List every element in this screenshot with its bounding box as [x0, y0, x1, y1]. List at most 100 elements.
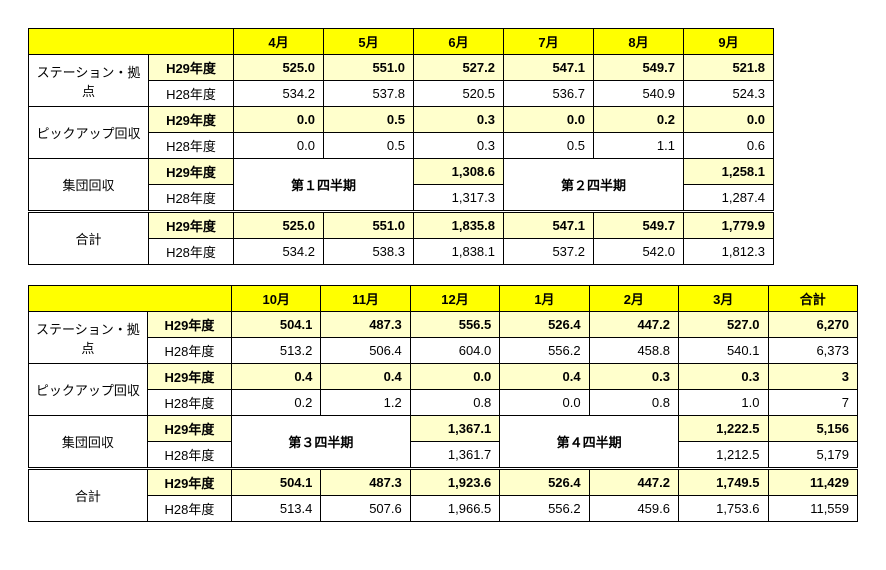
year-h29: H29年度: [147, 312, 231, 338]
col-month: 4月: [234, 29, 324, 55]
cell: 1,287.4: [684, 185, 774, 212]
year-h28: H28年度: [149, 185, 234, 212]
col-month: 12月: [410, 286, 500, 312]
row-station: ステーション・拠点: [29, 55, 149, 107]
cell: 0.0: [234, 107, 324, 133]
cell: 0.0: [684, 107, 774, 133]
cell: 527.0: [678, 312, 768, 338]
cell: 1,212.5: [678, 442, 768, 469]
year-h29: H29年度: [149, 55, 234, 81]
cell: 527.2: [414, 55, 504, 81]
year-h28: H28年度: [149, 239, 234, 265]
col-total: 合計: [768, 286, 858, 312]
row-station: ステーション・拠点: [29, 312, 148, 364]
year-h29: H29年度: [149, 159, 234, 185]
cell: 1,361.7: [410, 442, 500, 469]
cell: 487.3: [321, 469, 410, 496]
cell: 0.5: [324, 107, 414, 133]
cell: 0.3: [589, 364, 678, 390]
col-month: 11月: [321, 286, 410, 312]
row-pickup: ピックアップ回収: [29, 364, 148, 416]
col-month: 5月: [324, 29, 414, 55]
quarter-label: 第３四半期: [232, 416, 411, 469]
cell: 537.8: [324, 81, 414, 107]
cell: 504.1: [232, 469, 321, 496]
row-group: 集団回収: [29, 416, 148, 469]
cell: 534.2: [234, 81, 324, 107]
cell: 0.0: [234, 133, 324, 159]
cell: 549.7: [594, 212, 684, 239]
cell: 447.2: [589, 312, 678, 338]
cell: 537.2: [504, 239, 594, 265]
cell: 556.2: [500, 496, 589, 522]
col-month: 6月: [414, 29, 504, 55]
cell: 1,258.1: [684, 159, 774, 185]
cell: 521.8: [684, 55, 774, 81]
cell: 551.0: [324, 212, 414, 239]
cell: 1,222.5: [678, 416, 768, 442]
cell: 458.8: [589, 338, 678, 364]
cell: 1,753.6: [678, 496, 768, 522]
row-total: 合計: [29, 212, 149, 265]
cell: 1,749.5: [678, 469, 768, 496]
row-pickup: ピックアップ回収: [29, 107, 149, 159]
cell: 525.0: [234, 55, 324, 81]
cell: 0.3: [414, 133, 504, 159]
cell: 547.1: [504, 212, 594, 239]
cell: 525.0: [234, 212, 324, 239]
cell: 547.1: [504, 55, 594, 81]
cell: 504.1: [232, 312, 321, 338]
cell: 0.8: [410, 390, 500, 416]
cell: 447.2: [589, 469, 678, 496]
cell: 538.3: [324, 239, 414, 265]
cell: 526.4: [500, 469, 589, 496]
cell: 540.1: [678, 338, 768, 364]
cell: 551.0: [324, 55, 414, 81]
cell: 520.5: [414, 81, 504, 107]
cell: 0.2: [594, 107, 684, 133]
cell: 540.9: [594, 81, 684, 107]
cell: 513.2: [232, 338, 321, 364]
cell: 0.2: [232, 390, 321, 416]
cell: 604.0: [410, 338, 500, 364]
cell: 1,812.3: [684, 239, 774, 265]
cell: 1,923.6: [410, 469, 500, 496]
cell: 3: [768, 364, 858, 390]
cell: 0.4: [500, 364, 589, 390]
cell: 507.6: [321, 496, 410, 522]
year-h29: H29年度: [147, 416, 231, 442]
cell: 0.5: [504, 133, 594, 159]
col-month: 10月: [232, 286, 321, 312]
cell: 526.4: [500, 312, 589, 338]
cell: 506.4: [321, 338, 410, 364]
col-month: 9月: [684, 29, 774, 55]
cell: 1.2: [321, 390, 410, 416]
cell: 0.4: [232, 364, 321, 390]
header-blank: [29, 29, 234, 55]
cell: 1,367.1: [410, 416, 500, 442]
year-h29: H29年度: [147, 364, 231, 390]
cell: 0.5: [324, 133, 414, 159]
cell: 6,270: [768, 312, 858, 338]
cell: 7: [768, 390, 858, 416]
cell: 0.0: [504, 107, 594, 133]
cell: 0.6: [684, 133, 774, 159]
cell: 549.7: [594, 55, 684, 81]
year-h29: H29年度: [149, 107, 234, 133]
col-month: 3月: [678, 286, 768, 312]
quarter-label: 第２四半期: [504, 159, 684, 212]
cell: 11,429: [768, 469, 858, 496]
year-h29: H29年度: [147, 469, 231, 496]
col-month: 8月: [594, 29, 684, 55]
cell: 542.0: [594, 239, 684, 265]
cell: 1.1: [594, 133, 684, 159]
table-first-half: 4月 5月 6月 7月 8月 9月 ステーション・拠点 H29年度 525.0 …: [28, 28, 774, 265]
quarter-label: 第４四半期: [500, 416, 679, 469]
cell: 1,835.8: [414, 212, 504, 239]
cell: 556.5: [410, 312, 500, 338]
year-h28: H28年度: [149, 81, 234, 107]
cell: 6,373: [768, 338, 858, 364]
cell: 1,838.1: [414, 239, 504, 265]
year-h28: H28年度: [147, 390, 231, 416]
col-month: 7月: [504, 29, 594, 55]
